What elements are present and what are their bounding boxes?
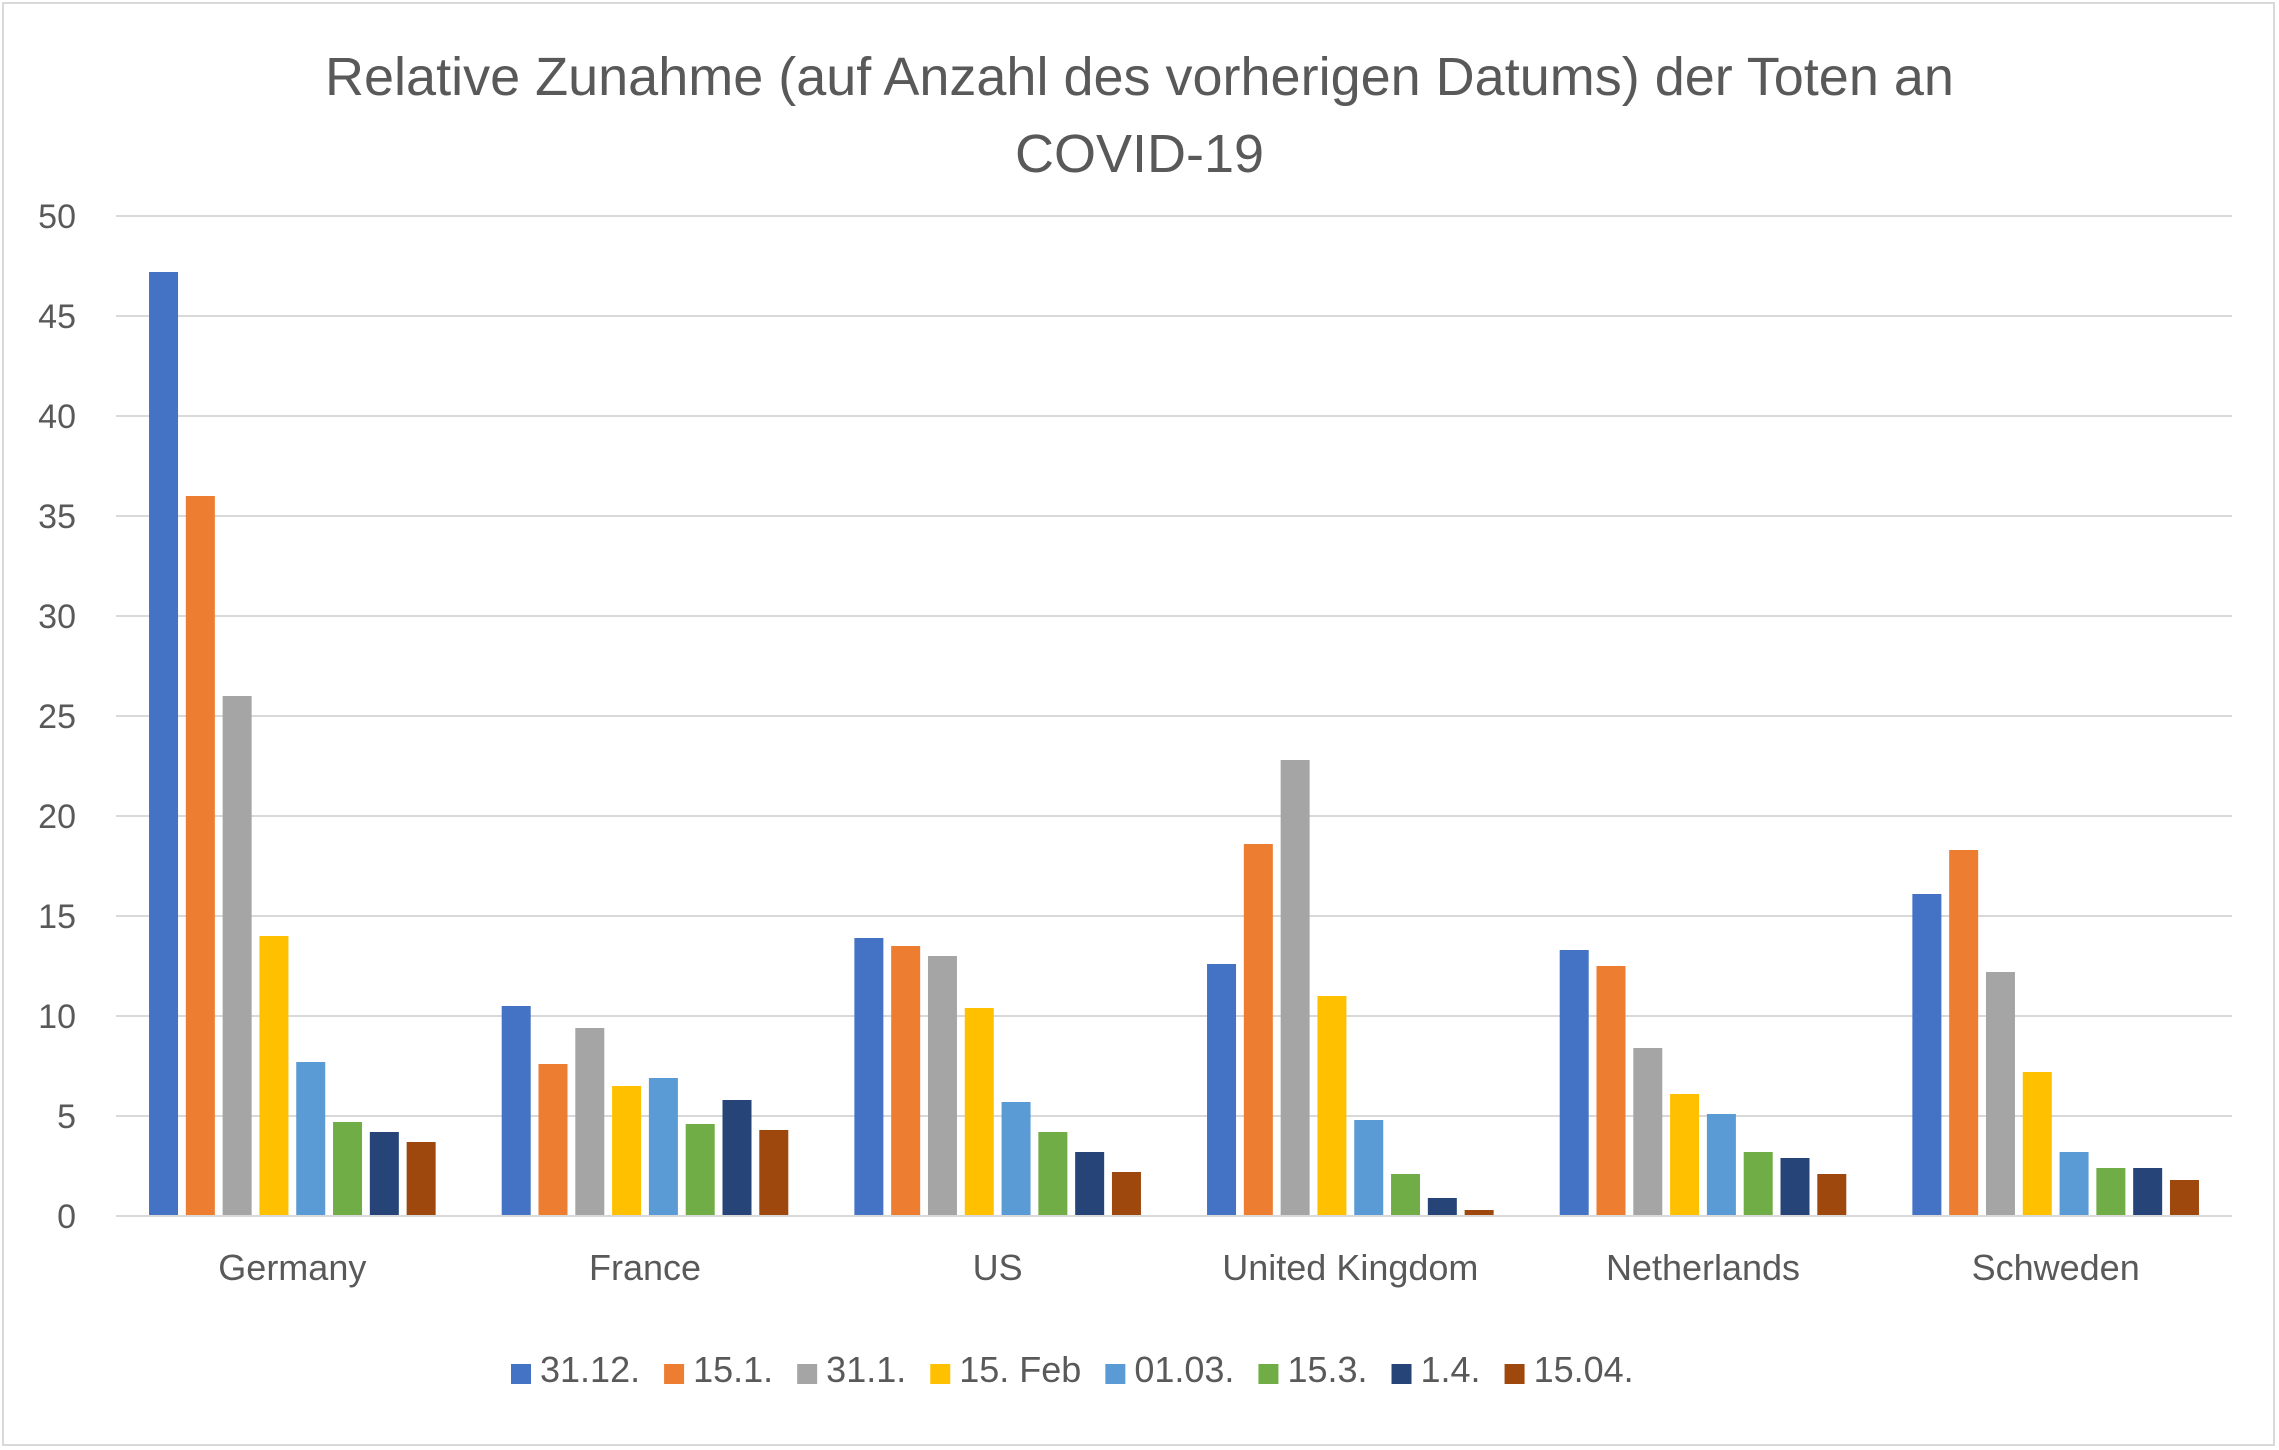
- bar-netherlands-5: [1706, 1114, 1736, 1216]
- bar-schweden-8: [2169, 1180, 2199, 1216]
- x-category-label: Netherlands: [1606, 1247, 1800, 1288]
- chart-title-line-1: Relative Zunahme (auf Anzahl des vorheri…: [325, 47, 1954, 107]
- bar-schweden-6: [2096, 1168, 2126, 1216]
- y-tick-label: 0: [57, 1198, 76, 1236]
- legend-swatch: [1391, 1364, 1412, 1384]
- bar-united-kingdom-1: [1207, 964, 1237, 1216]
- y-tick-label: 10: [38, 998, 76, 1036]
- legend-swatch: [511, 1364, 531, 1384]
- bar-france-5: [648, 1078, 678, 1216]
- bar-france-4: [612, 1086, 642, 1216]
- bar-germany-4: [259, 936, 289, 1216]
- bar-germany-2: [185, 496, 215, 1216]
- y-tick-label: 45: [38, 298, 76, 336]
- legend-swatch: [1504, 1364, 1525, 1384]
- bar-france-3: [575, 1028, 605, 1216]
- legend-label: 1.4.: [1421, 1349, 1481, 1390]
- legend: 31.12. 15.1. 31.1. 15. Feb 01.03. 15.3. 1.4. 15…: [511, 1349, 1634, 1390]
- bar-united-kingdom-6: [1391, 1174, 1421, 1216]
- bar-netherlands-3: [1633, 1048, 1663, 1216]
- bar-us-7: [1075, 1152, 1105, 1216]
- bar-us-2: [891, 946, 921, 1216]
- bar-france-6: [685, 1124, 715, 1216]
- legend-label: 31.12.: [540, 1349, 640, 1390]
- bar-france-2: [538, 1064, 568, 1216]
- bar-us-3: [927, 956, 957, 1216]
- bar-us-5: [1001, 1102, 1031, 1216]
- y-tick-label: 20: [38, 798, 76, 836]
- bar-germany-3: [222, 696, 252, 1216]
- chart-title-line-2: COVID-19: [1015, 124, 1264, 184]
- bar-united-kingdom-7: [1427, 1198, 1457, 1216]
- x-category-label: Schweden: [1972, 1247, 2140, 1288]
- bar-united-kingdom-3: [1280, 760, 1310, 1216]
- bar-germany-6: [333, 1122, 363, 1216]
- bar-united-kingdom-5: [1354, 1120, 1384, 1216]
- bar-schweden-7: [2133, 1168, 2163, 1216]
- legend-swatch: [664, 1364, 685, 1384]
- bar-germany-1: [149, 272, 179, 1216]
- legend-swatch: [930, 1364, 951, 1384]
- y-tick-label: 5: [57, 1098, 76, 1136]
- bar-schweden-2: [1949, 850, 1979, 1216]
- bar-germany-5: [296, 1062, 326, 1216]
- legend-label: 31.1.: [826, 1349, 906, 1390]
- y-axis: 0 5 10 15 20 25 30 35 40 45 50: [38, 198, 76, 1236]
- chart-title: Relative Zunahme (auf Anzahl des vorheri…: [325, 47, 1954, 184]
- bar-netherlands-4: [1670, 1094, 1700, 1216]
- bar-united-kingdom-2: [1243, 844, 1273, 1216]
- bar-us-4: [964, 1008, 994, 1216]
- bar-united-kingdom-4: [1317, 996, 1347, 1216]
- bar-netherlands-6: [1743, 1152, 1773, 1216]
- legend-swatch: [1258, 1364, 1279, 1384]
- bar-schweden-3: [1985, 972, 2015, 1216]
- x-category-label: France: [589, 1247, 701, 1288]
- bar-netherlands-7: [1780, 1158, 1810, 1216]
- bar-france-1: [501, 1006, 531, 1216]
- y-tick-label: 35: [38, 498, 76, 536]
- bar-netherlands-2: [1596, 966, 1626, 1216]
- bar-netherlands-1: [1559, 950, 1589, 1216]
- y-tick-label: 50: [38, 198, 76, 236]
- legend-label: 01.03.: [1134, 1349, 1234, 1390]
- y-tick-label: 15: [38, 898, 76, 936]
- bar-france-8: [759, 1130, 789, 1216]
- bar-france-7: [722, 1100, 752, 1216]
- bar-us-6: [1038, 1132, 1068, 1216]
- legend-label: 15.3.: [1287, 1349, 1367, 1390]
- bar-us-1: [854, 938, 884, 1216]
- x-axis: Germany France US United Kingdom Netherlands…: [116, 1215, 2232, 1288]
- legend-label: 15. Feb: [959, 1349, 1081, 1390]
- y-tick-label: 30: [38, 598, 76, 636]
- bar-germany-8: [406, 1142, 436, 1216]
- x-category-label: United Kingdom: [1222, 1247, 1478, 1288]
- legend-label: 15.1.: [693, 1349, 773, 1390]
- bar-us-8: [1111, 1172, 1141, 1216]
- bars: [149, 272, 2199, 1216]
- bar-schweden-1: [1912, 894, 1942, 1216]
- bar-schweden-4: [2022, 1072, 2052, 1216]
- bar-germany-7: [369, 1132, 399, 1216]
- x-category-label: US: [973, 1247, 1023, 1288]
- legend-swatch: [1105, 1364, 1126, 1384]
- bar-united-kingdom-8: [1464, 1210, 1494, 1216]
- legend-swatch: [797, 1364, 818, 1384]
- x-category-label: Germany: [218, 1247, 366, 1288]
- legend-label: 15.04.: [1534, 1349, 1634, 1390]
- bar-schweden-5: [2059, 1152, 2089, 1216]
- bar-netherlands-8: [1817, 1174, 1847, 1216]
- y-tick-label: 40: [38, 398, 76, 436]
- y-tick-label: 25: [38, 698, 76, 736]
